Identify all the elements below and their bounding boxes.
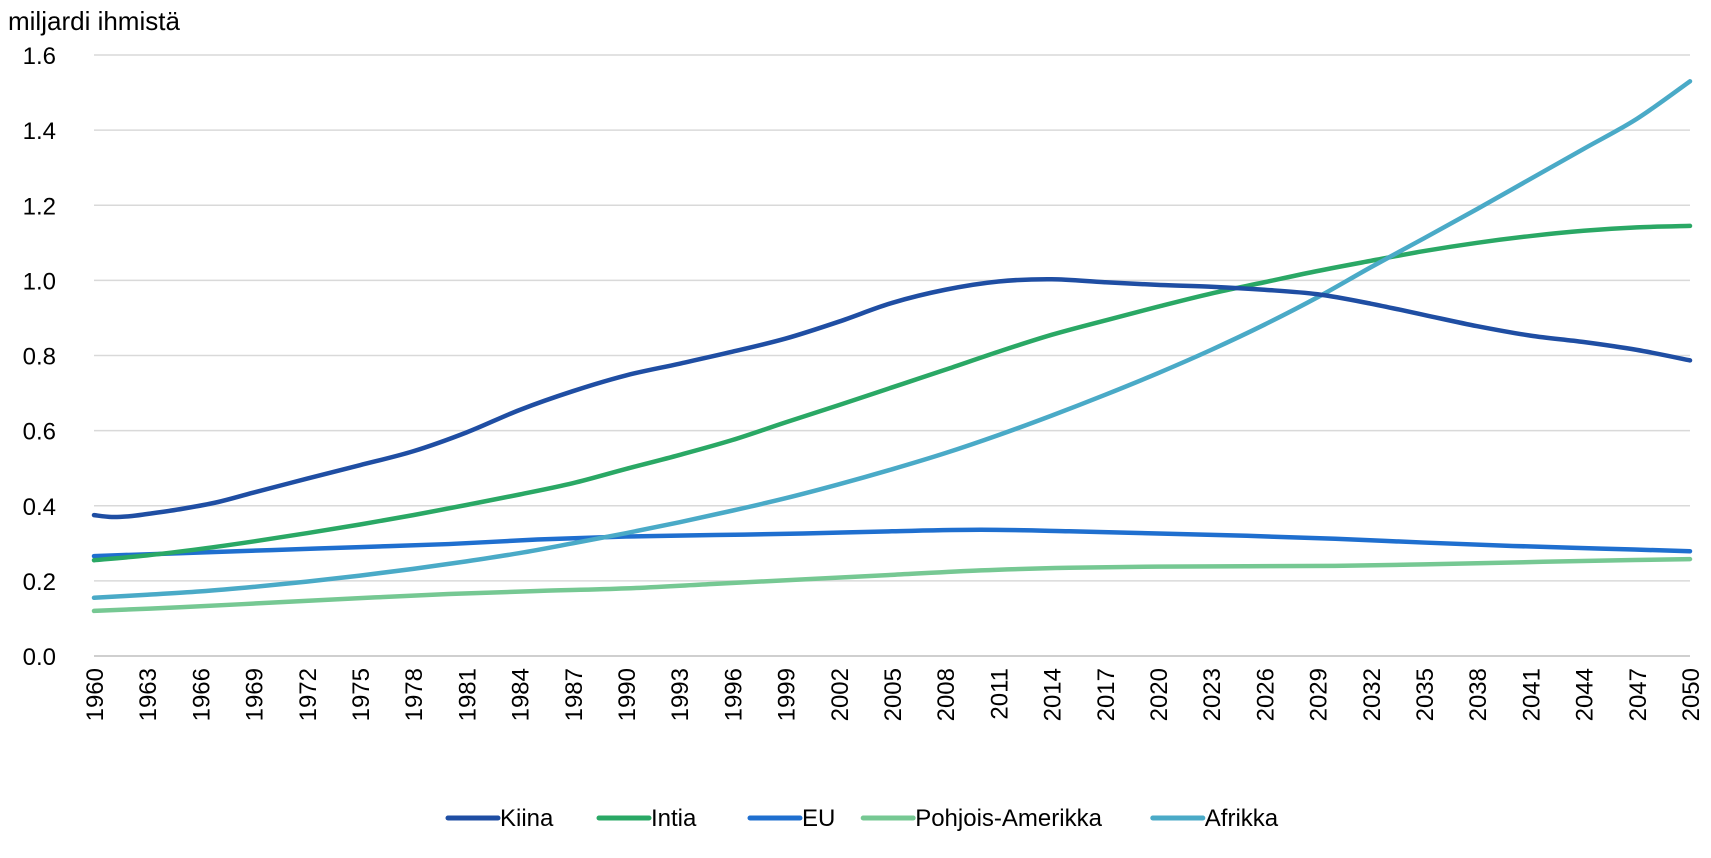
series-line-kiina [91, 276, 1693, 520]
y-tick-label: 1.0 [23, 268, 56, 295]
x-tick-label: 2002 [827, 668, 854, 721]
x-tick-label: 2008 [933, 668, 960, 721]
x-tick-label: 2044 [1572, 668, 1599, 721]
x-tick-label: 1996 [720, 668, 747, 721]
y-tick-label: 0.8 [23, 344, 56, 371]
y-axis-label: miljardi ihmistä [8, 6, 180, 36]
x-tick-label: 1981 [454, 668, 481, 721]
x-tick-label: 2020 [1146, 668, 1173, 721]
series-line-intia [91, 223, 1693, 563]
x-tick-label: 2050 [1678, 668, 1705, 721]
x-tick-label: 1984 [508, 668, 535, 721]
x-tick-label: 1969 [242, 668, 269, 721]
x-tick-label: 2038 [1465, 668, 1492, 721]
y-tick-label: 0.6 [23, 419, 56, 446]
x-tick-label: 2047 [1625, 668, 1652, 721]
x-tick-label: 1975 [348, 668, 375, 721]
x-tick-label: 1966 [188, 668, 215, 721]
legend-label-intia: Intia [651, 805, 697, 832]
legend-label-eu: EU [802, 805, 835, 832]
legend-label-kiina: Kiina [500, 805, 554, 832]
x-tick-label: 2029 [1306, 668, 1333, 721]
x-tick-label: 1963 [135, 668, 162, 721]
series-line-pohjois-amerikka [91, 556, 1693, 614]
series-line-afrikka [91, 79, 1693, 601]
x-tick-label: 1978 [401, 668, 428, 721]
y-tick-label: 1.4 [23, 118, 56, 145]
gridlines [94, 54, 1690, 657]
x-tick-label: 2017 [1093, 668, 1120, 721]
y-tick-label: 0.0 [23, 644, 56, 671]
y-tick-label: 0.4 [23, 494, 56, 521]
x-tick-label: 2035 [1412, 668, 1439, 721]
x-tick-label: 2041 [1518, 668, 1545, 721]
x-axis-ticks: 1960 1963 1966 1969 1972 1975 1978 1981 1984 1987… [82, 668, 1705, 721]
legend-label-afrikka: Afrikka [1205, 805, 1279, 832]
legend-label-pohjois-amerikka: Pohjois-Amerikka [915, 805, 1102, 832]
x-tick-label: 2023 [1199, 668, 1226, 721]
y-tick-label: 1.6 [23, 43, 56, 70]
x-tick-label: 2011 [986, 668, 1013, 720]
y-axis-ticks: 0.0 0.2 0.4 0.6 0.8 1.0 1.2 1.4 1.6 [23, 43, 56, 671]
x-tick-label: 1990 [614, 668, 641, 721]
series-line-eu [91, 527, 1693, 559]
x-tick-label: 1993 [667, 668, 694, 721]
x-tick-label: 2032 [1359, 668, 1386, 721]
x-tick-label: 2014 [1040, 668, 1067, 721]
x-tick-label: 2026 [1252, 668, 1279, 721]
x-tick-label: 1972 [295, 668, 322, 721]
x-tick-label: 1999 [774, 668, 801, 721]
series-lines [91, 79, 1693, 614]
legend: Kiina Intia EU Pohjois-Amerikka Afrikka [445, 805, 1279, 832]
x-tick-label: 1987 [561, 668, 588, 721]
x-tick-label: 1960 [82, 668, 109, 721]
x-tick-label: 2005 [880, 668, 907, 721]
y-tick-label: 1.2 [23, 193, 56, 220]
y-tick-label: 0.2 [23, 569, 56, 596]
